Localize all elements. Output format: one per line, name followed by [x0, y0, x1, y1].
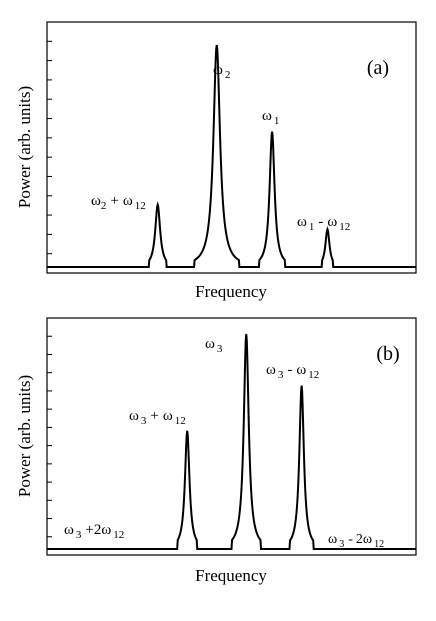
panel-a-label: (a) [367, 57, 389, 79]
panel-b-xlabel: Frequency [195, 566, 267, 585]
panel-b-peak-label-5: ω 3-2ω 12 [328, 532, 384, 550]
panel-b-y-ticks [47, 335, 52, 538]
panel-a-y-ticks [47, 40, 52, 255]
panel-a-spectrum-line [47, 44, 416, 268]
panel-a-xlabel: Frequency [195, 282, 267, 301]
panel-b-label: (b) [376, 343, 399, 365]
panel-a-peak-label-1: ω2 + ω 12 [91, 193, 146, 212]
panel-a-peak-label-4: ω 1- ω 12 [297, 214, 350, 233]
panel-b-ylabel: Power (arb. units) [15, 375, 34, 497]
panel-b-spectrum-line [47, 333, 416, 550]
panel-a-frame [46, 21, 417, 274]
panel-b-peak-label-2: ω 3 + ω 12 [129, 408, 186, 427]
panel-a-ylabel: Power (arb. units) [15, 86, 34, 208]
panel-b: (b) Power (arb. units) Frequency ω 3 +2ω 12… [15, 317, 417, 585]
panel-b-peak-label-4: ω 3- ω 12 [266, 362, 319, 381]
panel-a: (a) Power (arb. units) Frequency ω2 + ω 12 … [15, 21, 417, 301]
panel-b-peak-label-1: ω 3 +2ω 12 [64, 522, 124, 541]
panel-b-frame [46, 317, 417, 556]
